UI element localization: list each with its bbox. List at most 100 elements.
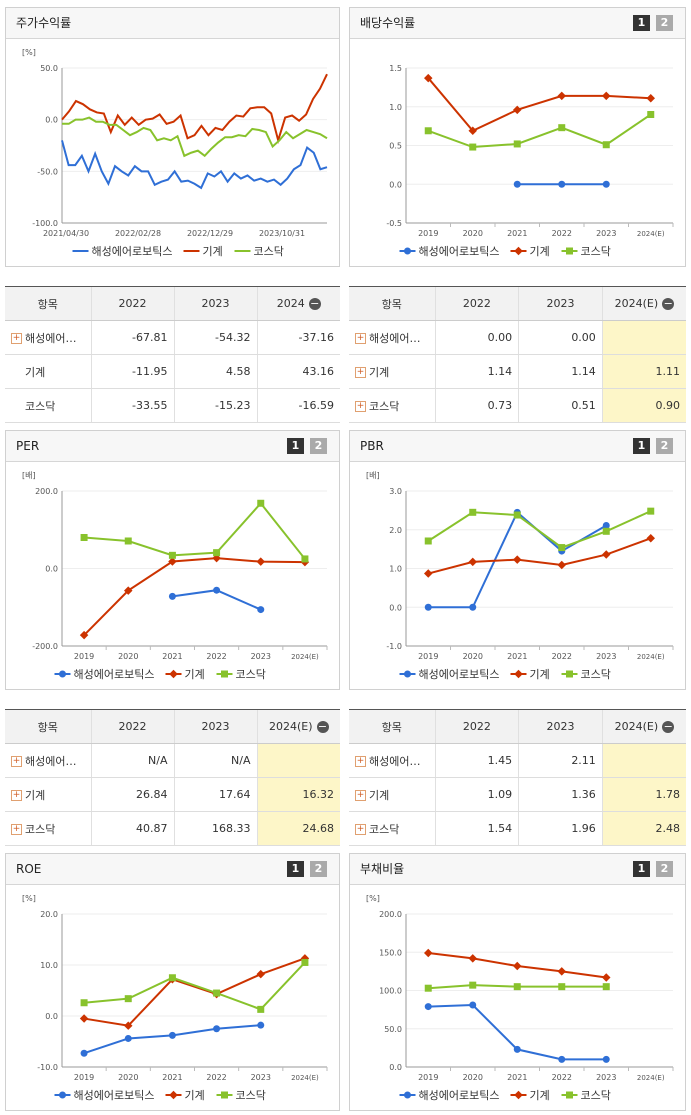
row-label[interactable]: + 해성에어…: [349, 320, 435, 355]
x-tick-label: 2024(E): [291, 653, 319, 661]
expand-plus-icon[interactable]: +: [11, 824, 22, 835]
table-cell: 0.73: [434, 388, 519, 423]
x-tick-label: 2019: [418, 229, 438, 238]
x-tick-label: 2022: [206, 652, 226, 661]
table-body: + 해성에어… N/A N/A + 기계 26.84 17.64 16.32 + 코스닥 40.87 1…: [5, 743, 340, 846]
table-cell: 1.14: [434, 354, 519, 389]
per-table: 항목 2022 2023 2024(E) − + 해성에어… N/A N/A + 기계 26.…: [5, 709, 340, 846]
kosdaq-data-point: [221, 670, 228, 678]
kosdaq-data-point: [566, 670, 573, 678]
kosdaq-data-point: [257, 499, 265, 507]
collapse-icon[interactable]: −: [308, 297, 321, 310]
expand-plus-icon[interactable]: +: [355, 333, 366, 344]
expand-plus-icon[interactable]: +: [355, 824, 366, 835]
x-tick-label: 2019: [74, 1073, 94, 1082]
page-2-button[interactable]: 2: [310, 861, 327, 877]
expand-plus-icon[interactable]: +: [355, 790, 366, 801]
industry-data-point: [169, 1090, 178, 1100]
x-tick-label: 2023: [251, 652, 271, 661]
collapse-icon[interactable]: −: [316, 720, 329, 733]
row-label[interactable]: + 기계: [349, 354, 435, 389]
row-label[interactable]: + 코스닥: [349, 811, 435, 846]
expand-plus-icon[interactable]: +: [355, 756, 366, 767]
col-header: 2023: [173, 709, 257, 744]
row-label: 코스닥: [5, 388, 91, 423]
industry-data-point: [646, 534, 655, 543]
row-label[interactable]: + 기계: [5, 777, 91, 812]
table-cell: 26.84: [90, 777, 174, 812]
x-tick-label: 2022: [552, 229, 572, 238]
collapse-icon[interactable]: −: [662, 297, 675, 310]
page-1-button[interactable]: 1: [287, 438, 304, 454]
page-2-button[interactable]: 2: [656, 438, 673, 454]
table-cell: 16.32: [256, 777, 340, 812]
row-label[interactable]: + 해성에어…: [349, 743, 435, 778]
row-name: 해성에어…: [369, 754, 421, 768]
industry-data-point: [514, 1090, 523, 1100]
row-label[interactable]: + 코스닥: [5, 811, 91, 846]
kosdaq-data-point: [301, 555, 309, 563]
kosdaq-data-point: [221, 1091, 228, 1099]
legend-industry-label: 기계: [530, 668, 550, 681]
kosdaq-data-point: [213, 989, 221, 997]
company-data-point: [213, 586, 221, 594]
page-1-button[interactable]: 1: [633, 15, 650, 31]
page-2-button[interactable]: 2: [656, 15, 673, 31]
company-data-point: [168, 1031, 176, 1039]
row-label[interactable]: + 해성에어…: [5, 743, 91, 778]
row-label[interactable]: + 코스닥: [349, 388, 435, 423]
page-1-button[interactable]: 1: [633, 438, 650, 454]
expand-plus-icon[interactable]: +: [355, 367, 366, 378]
y-tick-label: -10.0: [37, 1063, 58, 1072]
table-cell: -67.81: [90, 320, 174, 355]
col-header: 항목: [349, 286, 435, 321]
expand-plus-icon[interactable]: +: [11, 756, 22, 767]
kosdaq-line: [427, 510, 652, 549]
col-header: 2022: [434, 286, 519, 321]
kosdaq-data-point: [558, 544, 566, 552]
kosdaq-data-point: [124, 537, 132, 545]
expand-plus-icon[interactable]: +: [11, 790, 22, 801]
page-2-button[interactable]: 2: [310, 438, 327, 454]
expand-plus-icon[interactable]: +: [11, 333, 22, 344]
page-2-button[interactable]: 2: [656, 861, 673, 877]
table-cell: 43.16: [256, 354, 340, 389]
page-1-button[interactable]: 1: [287, 861, 304, 877]
y-tick-label: 10.0: [40, 961, 58, 970]
industry-data-point: [514, 669, 523, 679]
kosdaq-data-point: [602, 527, 610, 535]
x-tick-label: 2019: [74, 652, 94, 661]
y-tick-label: 0.0: [45, 565, 58, 574]
x-tick-label: 2021: [507, 652, 527, 661]
company-data-point: [513, 180, 521, 188]
row-label[interactable]: + 기계: [349, 777, 435, 812]
expand-plus-icon[interactable]: +: [355, 401, 366, 412]
y-tick-label: 0.0: [389, 1063, 402, 1072]
kosdaq-data-point: [168, 974, 176, 982]
industry-data-point: [557, 967, 566, 976]
collapse-icon[interactable]: −: [662, 720, 675, 733]
panel-title: PER: [16, 439, 40, 453]
y-tick-label: 0.5: [389, 142, 402, 151]
x-tick-label: 2022: [206, 1073, 226, 1082]
panel-title: PBR: [360, 439, 384, 453]
y-tick-label: 150.0: [379, 948, 402, 957]
company-data-point: [602, 521, 610, 529]
table-cell: 1.36: [518, 777, 603, 812]
x-tick-label: 2024(E): [637, 653, 665, 661]
table-body: + 해성에어… 0.00 0.00 + 기계 1.14 1.14 1.11 + 코스닥 0.73 0.5…: [349, 320, 686, 423]
industry-data-point: [124, 586, 133, 595]
col-header: 항목: [349, 709, 435, 744]
x-tick-label: 2024(E): [291, 1074, 319, 1082]
table-cell: 1.11: [601, 354, 686, 389]
table-row: 기계 -11.95 4.58 43.16: [5, 354, 340, 389]
row-label[interactable]: + 해성에어…: [5, 320, 91, 355]
kosdaq-data-point: [566, 1091, 573, 1099]
table-cell: N/A: [173, 743, 257, 778]
legend-kosdaq-label: 코스닥: [581, 1089, 611, 1102]
table-cell: [601, 320, 686, 355]
kosdaq-line: [427, 113, 652, 149]
legend-kosdaq-label: 코스닥: [236, 668, 266, 681]
page-1-button[interactable]: 1: [633, 861, 650, 877]
